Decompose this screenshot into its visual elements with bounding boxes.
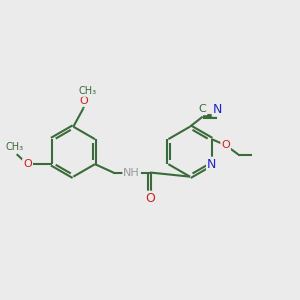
Text: O: O — [145, 192, 155, 205]
Text: CH₃: CH₃ — [78, 86, 96, 96]
Text: O: O — [23, 159, 32, 169]
Text: N: N — [207, 158, 216, 171]
Text: O: O — [79, 96, 88, 106]
Text: N: N — [213, 103, 222, 116]
Text: CH₃: CH₃ — [6, 142, 24, 152]
Text: NH: NH — [123, 167, 140, 178]
Text: O: O — [221, 140, 230, 150]
Text: C: C — [199, 104, 206, 114]
